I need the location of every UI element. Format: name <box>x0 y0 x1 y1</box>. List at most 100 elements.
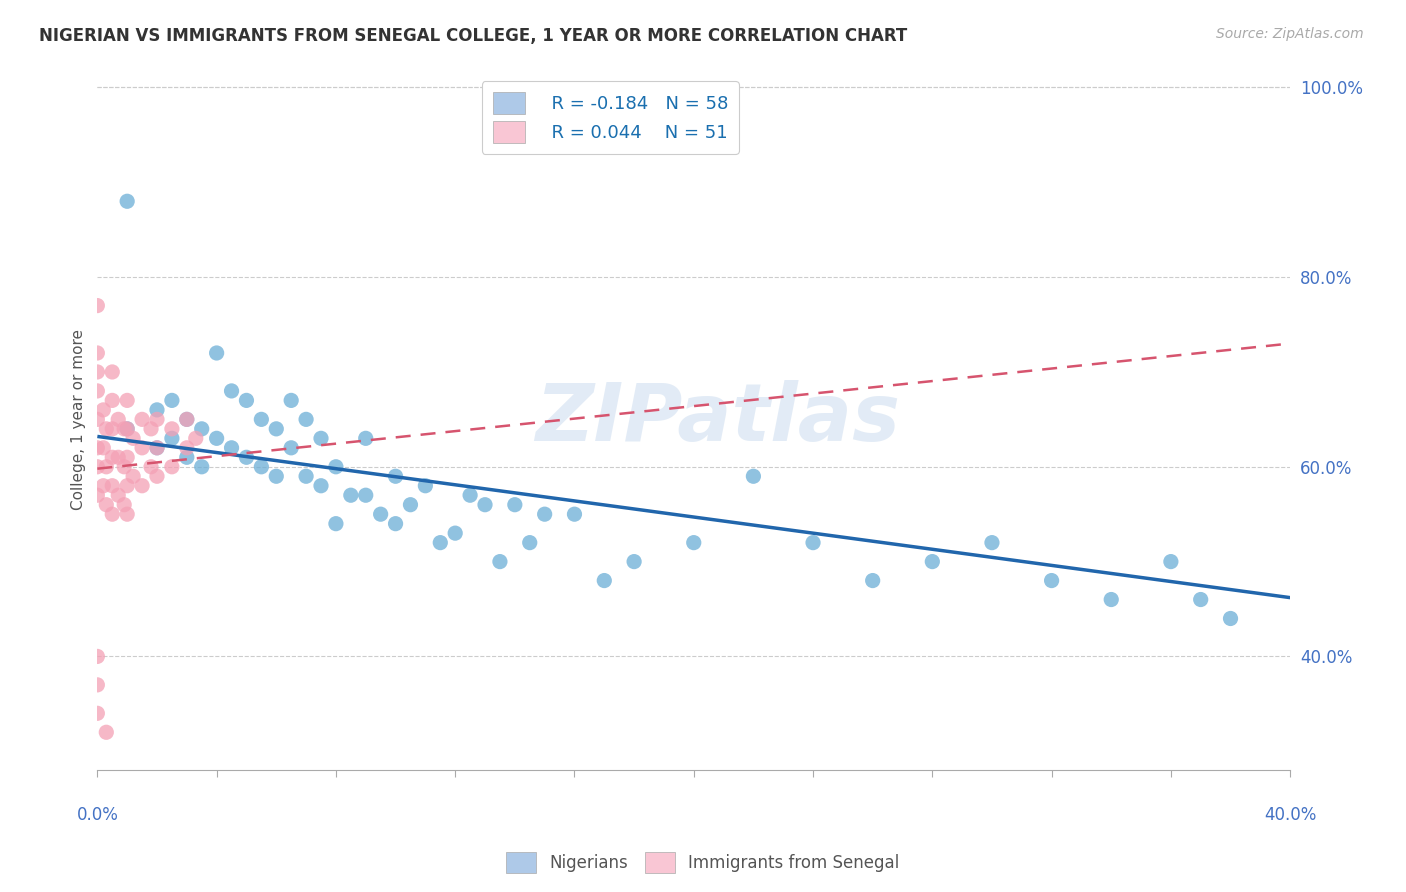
Point <box>86 706 108 721</box>
Point <box>91 403 114 417</box>
Point <box>429 535 451 549</box>
Point <box>160 422 183 436</box>
Point <box>1099 592 1122 607</box>
Point <box>190 459 212 474</box>
Point <box>235 450 257 465</box>
Point <box>101 479 124 493</box>
Point <box>112 422 135 436</box>
Point <box>250 412 273 426</box>
Point <box>101 393 124 408</box>
Point <box>325 516 347 531</box>
Point <box>184 431 207 445</box>
Point <box>682 535 704 549</box>
Point <box>101 422 124 436</box>
Text: 0.0%: 0.0% <box>76 806 118 824</box>
Point <box>295 412 318 426</box>
Point <box>354 488 377 502</box>
Point <box>160 431 183 445</box>
Point <box>1040 574 1063 588</box>
Point <box>86 412 108 426</box>
Point <box>444 526 467 541</box>
Point <box>112 498 135 512</box>
Point <box>122 431 145 445</box>
Point <box>86 441 108 455</box>
Point <box>340 488 363 502</box>
Legend:   R = -0.184   N = 58,   R = 0.044    N = 51: R = -0.184 N = 58, R = 0.044 N = 51 <box>482 81 738 154</box>
Point <box>295 469 318 483</box>
Point <box>250 459 273 474</box>
Point <box>309 479 332 493</box>
Point <box>280 393 302 408</box>
Point <box>115 422 138 436</box>
Point <box>205 346 228 360</box>
Point <box>86 459 108 474</box>
Point <box>91 441 114 455</box>
Point <box>86 346 108 360</box>
Point <box>139 459 162 474</box>
Point <box>221 441 243 455</box>
Point <box>742 469 765 483</box>
Text: Source: ZipAtlas.com: Source: ZipAtlas.com <box>1216 27 1364 41</box>
Point <box>1160 555 1182 569</box>
Point <box>176 412 198 426</box>
Point <box>190 422 212 436</box>
Text: NIGERIAN VS IMMIGRANTS FROM SENEGAL COLLEGE, 1 YEAR OR MORE CORRELATION CHART: NIGERIAN VS IMMIGRANTS FROM SENEGAL COLL… <box>39 27 908 45</box>
Point <box>264 469 287 483</box>
Point <box>96 422 118 436</box>
Text: ZIPatlas: ZIPatlas <box>536 380 900 458</box>
Point <box>280 441 302 455</box>
Y-axis label: College, 1 year or more: College, 1 year or more <box>72 329 86 510</box>
Point <box>264 422 287 436</box>
Point <box>384 469 406 483</box>
Point <box>107 450 129 465</box>
Point <box>474 498 496 512</box>
Point <box>221 384 243 398</box>
Point <box>176 441 198 455</box>
Point <box>370 507 392 521</box>
Legend: Nigerians, Immigrants from Senegal: Nigerians, Immigrants from Senegal <box>499 846 907 880</box>
Point <box>86 649 108 664</box>
Point <box>86 488 108 502</box>
Point <box>146 441 169 455</box>
Point <box>101 365 124 379</box>
Point <box>122 469 145 483</box>
Point <box>112 459 135 474</box>
Point <box>86 384 108 398</box>
Point <box>146 403 169 417</box>
Point <box>354 431 377 445</box>
Point <box>160 459 183 474</box>
Point <box>131 412 153 426</box>
Point <box>139 422 162 436</box>
Point <box>503 498 526 512</box>
Point <box>160 393 183 408</box>
Point <box>146 469 169 483</box>
Point <box>86 299 108 313</box>
Point <box>623 555 645 569</box>
Point <box>146 441 169 455</box>
Point <box>235 393 257 408</box>
Point <box>325 459 347 474</box>
Point <box>458 488 481 502</box>
Point <box>96 725 118 739</box>
Point <box>86 678 108 692</box>
Point <box>533 507 555 521</box>
Point <box>519 535 541 549</box>
Point <box>115 479 138 493</box>
Point <box>96 459 118 474</box>
Point <box>981 535 1004 549</box>
Point <box>399 498 422 512</box>
Point <box>384 516 406 531</box>
Point <box>146 412 169 426</box>
Point <box>91 479 114 493</box>
Point <box>101 450 124 465</box>
Point <box>96 498 118 512</box>
Point <box>107 488 129 502</box>
Point <box>107 412 129 426</box>
Point <box>1219 611 1241 625</box>
Point <box>131 479 153 493</box>
Point <box>115 450 138 465</box>
Point <box>115 194 138 209</box>
Point <box>1189 592 1212 607</box>
Point <box>415 479 437 493</box>
Point <box>115 422 138 436</box>
